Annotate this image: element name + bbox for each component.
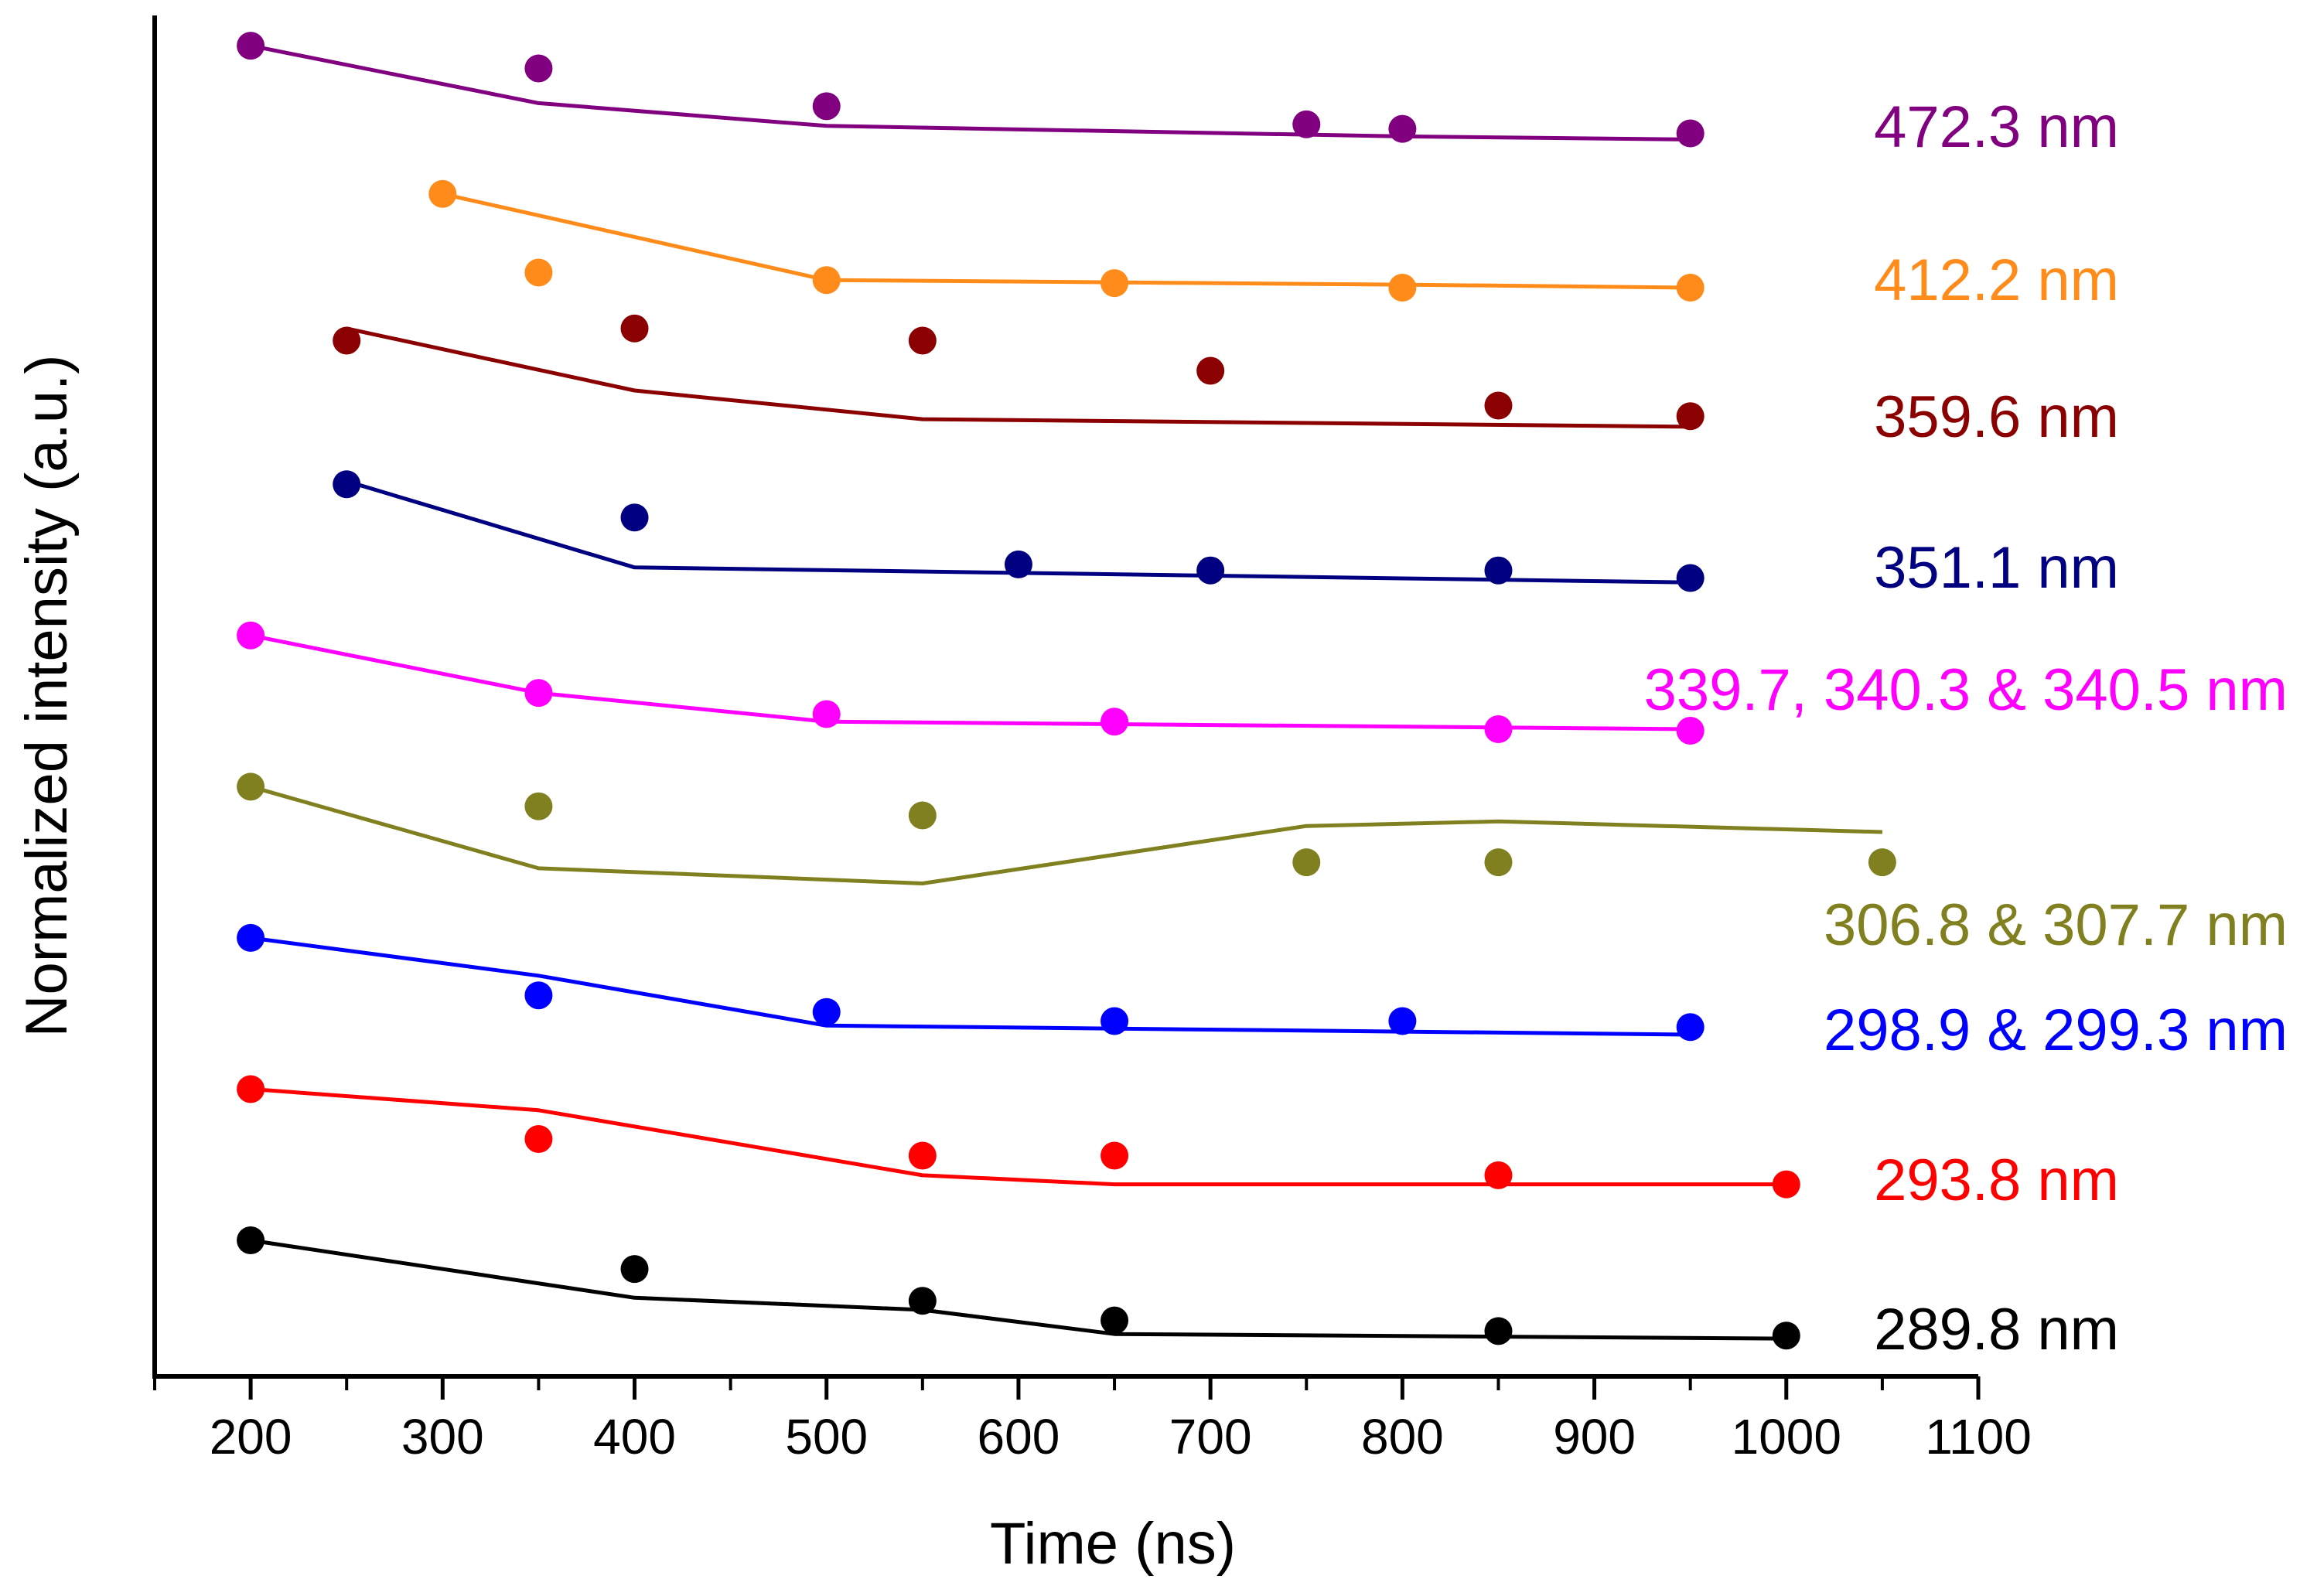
series-3 [333, 470, 1705, 592]
series-8 [237, 1226, 1800, 1350]
data-point [1772, 1170, 1800, 1199]
series-label: 351.1 nm [1874, 535, 2119, 601]
series-label: 293.8 nm [1874, 1148, 2119, 1213]
data-point [1484, 391, 1513, 420]
x-tick-label: 500 [785, 1409, 868, 1465]
data-point [1484, 1161, 1513, 1189]
data-point [1676, 716, 1705, 745]
series-fit-line [250, 784, 1882, 885]
series-fit-line [442, 192, 1691, 290]
data-point [1101, 708, 1129, 736]
data-point [908, 326, 937, 355]
series-fit-line [250, 936, 1691, 1037]
data-point [333, 326, 361, 355]
data-point [524, 981, 553, 1010]
series-5 [237, 772, 1896, 885]
data-point [908, 1141, 937, 1170]
data-point [1484, 556, 1513, 585]
x-tick-label: 700 [1169, 1409, 1252, 1465]
data-point [1101, 1306, 1129, 1335]
series-fit-line [250, 1086, 1786, 1187]
data-point [524, 1124, 553, 1153]
series-label: 289.8 nm [1874, 1297, 2119, 1362]
data-point [1388, 114, 1417, 143]
data-point [237, 1075, 265, 1103]
series-label: 359.6 nm [1874, 384, 2119, 450]
series-fit-line [346, 326, 1691, 429]
series-label: 298.9 & 299.3 nm [1824, 998, 2288, 1063]
data-point [1868, 848, 1896, 877]
data-point [620, 503, 649, 532]
data-point [1676, 402, 1705, 431]
data-point [524, 792, 553, 820]
data-point [1772, 1321, 1800, 1350]
data-point [1676, 274, 1705, 302]
data-point [1388, 274, 1417, 302]
series-6 [237, 923, 1705, 1042]
data-point [908, 801, 937, 830]
data-point [620, 1255, 649, 1284]
data-point [1484, 715, 1513, 744]
data-point [237, 772, 265, 801]
data-point [1676, 1013, 1705, 1042]
data-point [812, 998, 841, 1026]
data-point [812, 700, 841, 728]
series-1 [428, 179, 1705, 302]
data-point [524, 258, 553, 287]
data-point [812, 266, 841, 295]
series-labels: 472.3 nm 412.2 nm 359.6 nm 351.1 nm 339.7, 3… [1644, 94, 2288, 1362]
data-point [237, 1226, 265, 1254]
data-point [908, 1287, 937, 1315]
data-point [1484, 1317, 1513, 1345]
data-point [1676, 564, 1705, 592]
x-tick-label: 400 [593, 1409, 676, 1465]
data-point [524, 54, 553, 83]
data-point [524, 679, 553, 708]
series-label: 306.8 & 307.7 nm [1824, 892, 2288, 958]
series-label: 472.3 nm [1874, 94, 2119, 160]
series-7 [237, 1075, 1800, 1199]
data-point [812, 92, 841, 121]
series-fit-line [250, 633, 1691, 732]
x-tick-label: 600 [978, 1409, 1060, 1465]
data-point [428, 179, 457, 208]
x-tick-label: 1000 [1732, 1409, 1841, 1465]
data-point [1101, 1007, 1129, 1035]
x-tick-label: 200 [210, 1409, 292, 1465]
series-fit-line [346, 479, 1691, 585]
data-point [1101, 269, 1129, 298]
data-point [1101, 1141, 1129, 1170]
series-label: 339.7, 340.3 & 340.5 nm [1644, 657, 2288, 723]
series-4 [237, 621, 1705, 745]
data-point [1004, 550, 1032, 578]
data-point [1196, 356, 1225, 385]
axes: 200 300 400 500 600 700 800 900 1000 1100 [152, 15, 2032, 1465]
series-2 [333, 314, 1705, 431]
data-point [237, 923, 265, 952]
x-tick-label: 900 [1553, 1409, 1636, 1465]
x-tick-label: 1100 [1925, 1409, 2032, 1465]
series-0 [237, 32, 1705, 148]
x-axis-title: Time (ns) [990, 1511, 1236, 1577]
data-point [333, 470, 361, 499]
data-point [237, 32, 265, 60]
data-point [237, 621, 265, 650]
data-point [1484, 848, 1513, 877]
series-label: 412.2 nm [1874, 247, 2119, 313]
data-point [1292, 110, 1321, 138]
series-fit-line [250, 1238, 1786, 1341]
data-point [1196, 556, 1225, 585]
data-point [1292, 848, 1321, 877]
x-tick-label: 300 [401, 1409, 484, 1465]
y-axis-title: Normalized intensity (a.u.) [14, 355, 80, 1038]
data-point [1676, 119, 1705, 148]
series-fit-line [250, 43, 1691, 142]
data-point [620, 314, 649, 343]
series-group [237, 32, 1896, 1350]
data-point [1388, 1007, 1417, 1035]
x-tick-label: 800 [1361, 1409, 1444, 1465]
